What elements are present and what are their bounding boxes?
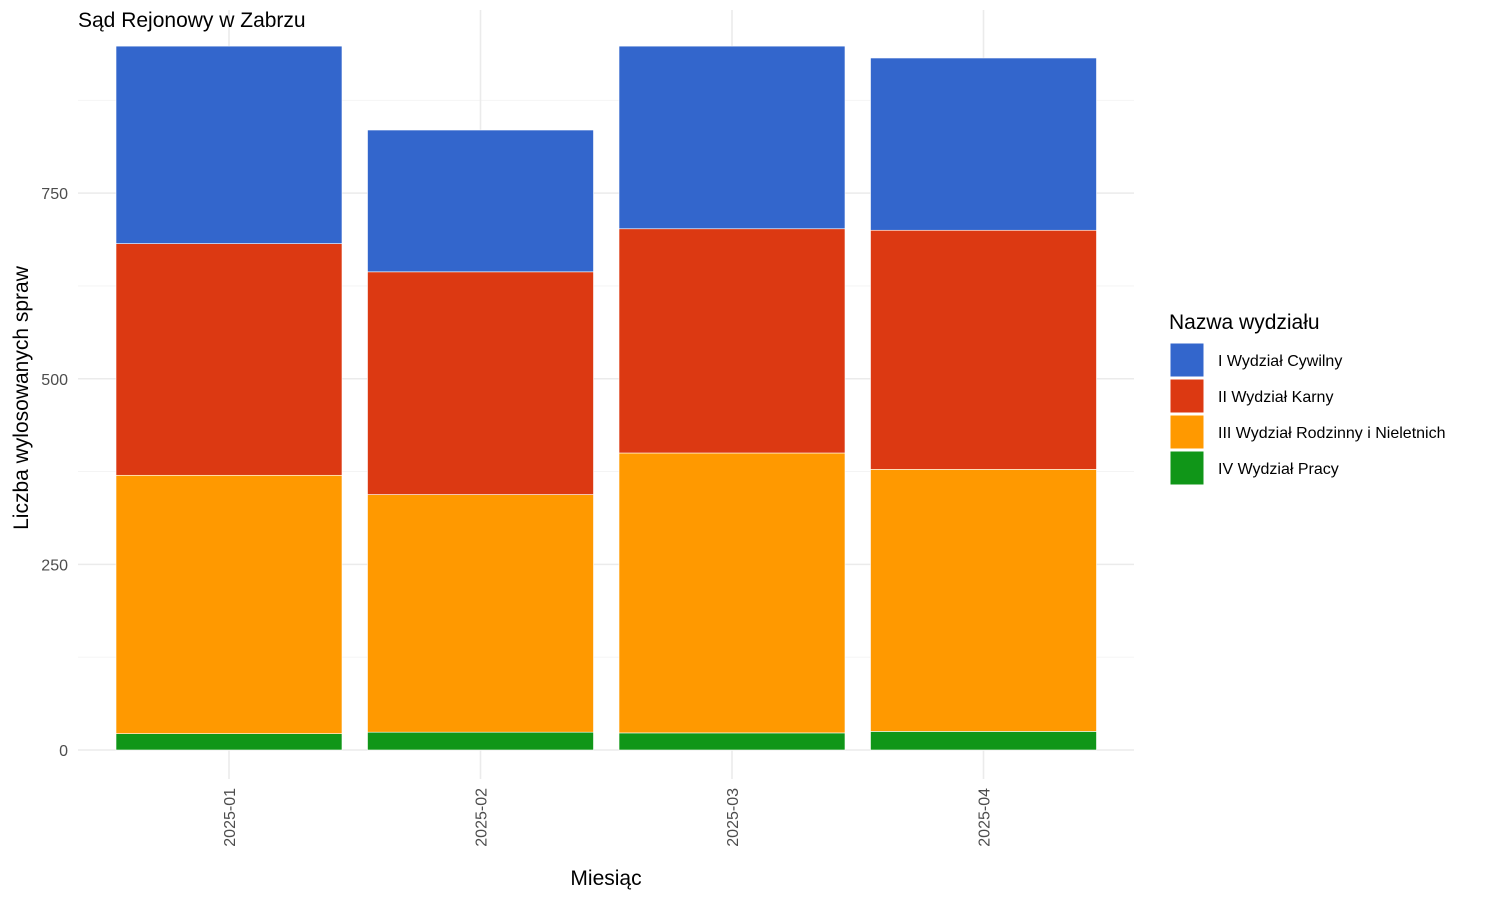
- bar-segment: [115, 45, 343, 244]
- bar-segment: [618, 45, 846, 230]
- x-axis-title: Miesiąc: [570, 867, 641, 890]
- bar-segment: [367, 271, 594, 495]
- y-axis-title: Liczba wylosowanych spraw: [10, 265, 33, 530]
- legend-label: I Wydział Cywilny: [1218, 353, 1342, 370]
- x-axis-ticks: 2025-01 2025-02 2025-03 2025-04: [222, 788, 994, 847]
- y-tick-label: 250: [41, 557, 68, 574]
- legend-label: IV Wydział Pracy: [1218, 461, 1339, 478]
- bar-segment: [367, 731, 594, 751]
- legend: Nazwa wydziału I Wydział Cywilny II Wydzi…: [1169, 311, 1446, 486]
- y-tick-label: 500: [41, 372, 68, 389]
- bar-segment: [115, 474, 343, 734]
- legend-swatch: [1169, 414, 1205, 450]
- y-tick-label: 750: [41, 186, 68, 203]
- bar-segment: [618, 732, 846, 751]
- bar-segment: [870, 731, 1097, 751]
- bar-segment: [115, 733, 343, 751]
- bar-segment: [618, 452, 846, 734]
- bar-segment: [115, 243, 343, 476]
- x-tick-label: 2025-03: [725, 788, 742, 847]
- bar-segment: [618, 228, 846, 454]
- x-tick-label: 2025-04: [977, 788, 994, 847]
- legend-swatch: [1169, 450, 1205, 486]
- bar-segment: [870, 229, 1097, 470]
- chart-title: Sąd Rejonowy w Zabrzu: [78, 9, 306, 32]
- bars: [115, 45, 1097, 751]
- legend-title: Nazwa wydziału: [1169, 311, 1320, 334]
- legend-label: II Wydział Karny: [1218, 389, 1333, 406]
- legend-swatch: [1169, 342, 1205, 378]
- x-tick-label: 2025-01: [222, 788, 239, 847]
- bar-segment: [870, 57, 1097, 231]
- bar-segment: [367, 494, 594, 733]
- bar-segment: [870, 469, 1097, 732]
- x-tick-label: 2025-02: [474, 788, 491, 847]
- y-axis-ticks: 0 250 500 750: [41, 186, 68, 760]
- legend-swatch: [1169, 378, 1205, 414]
- y-tick-label: 0: [59, 743, 68, 760]
- bar-segment: [367, 129, 594, 273]
- legend-label: III Wydział Rodzinny i Nieletnich: [1218, 425, 1446, 442]
